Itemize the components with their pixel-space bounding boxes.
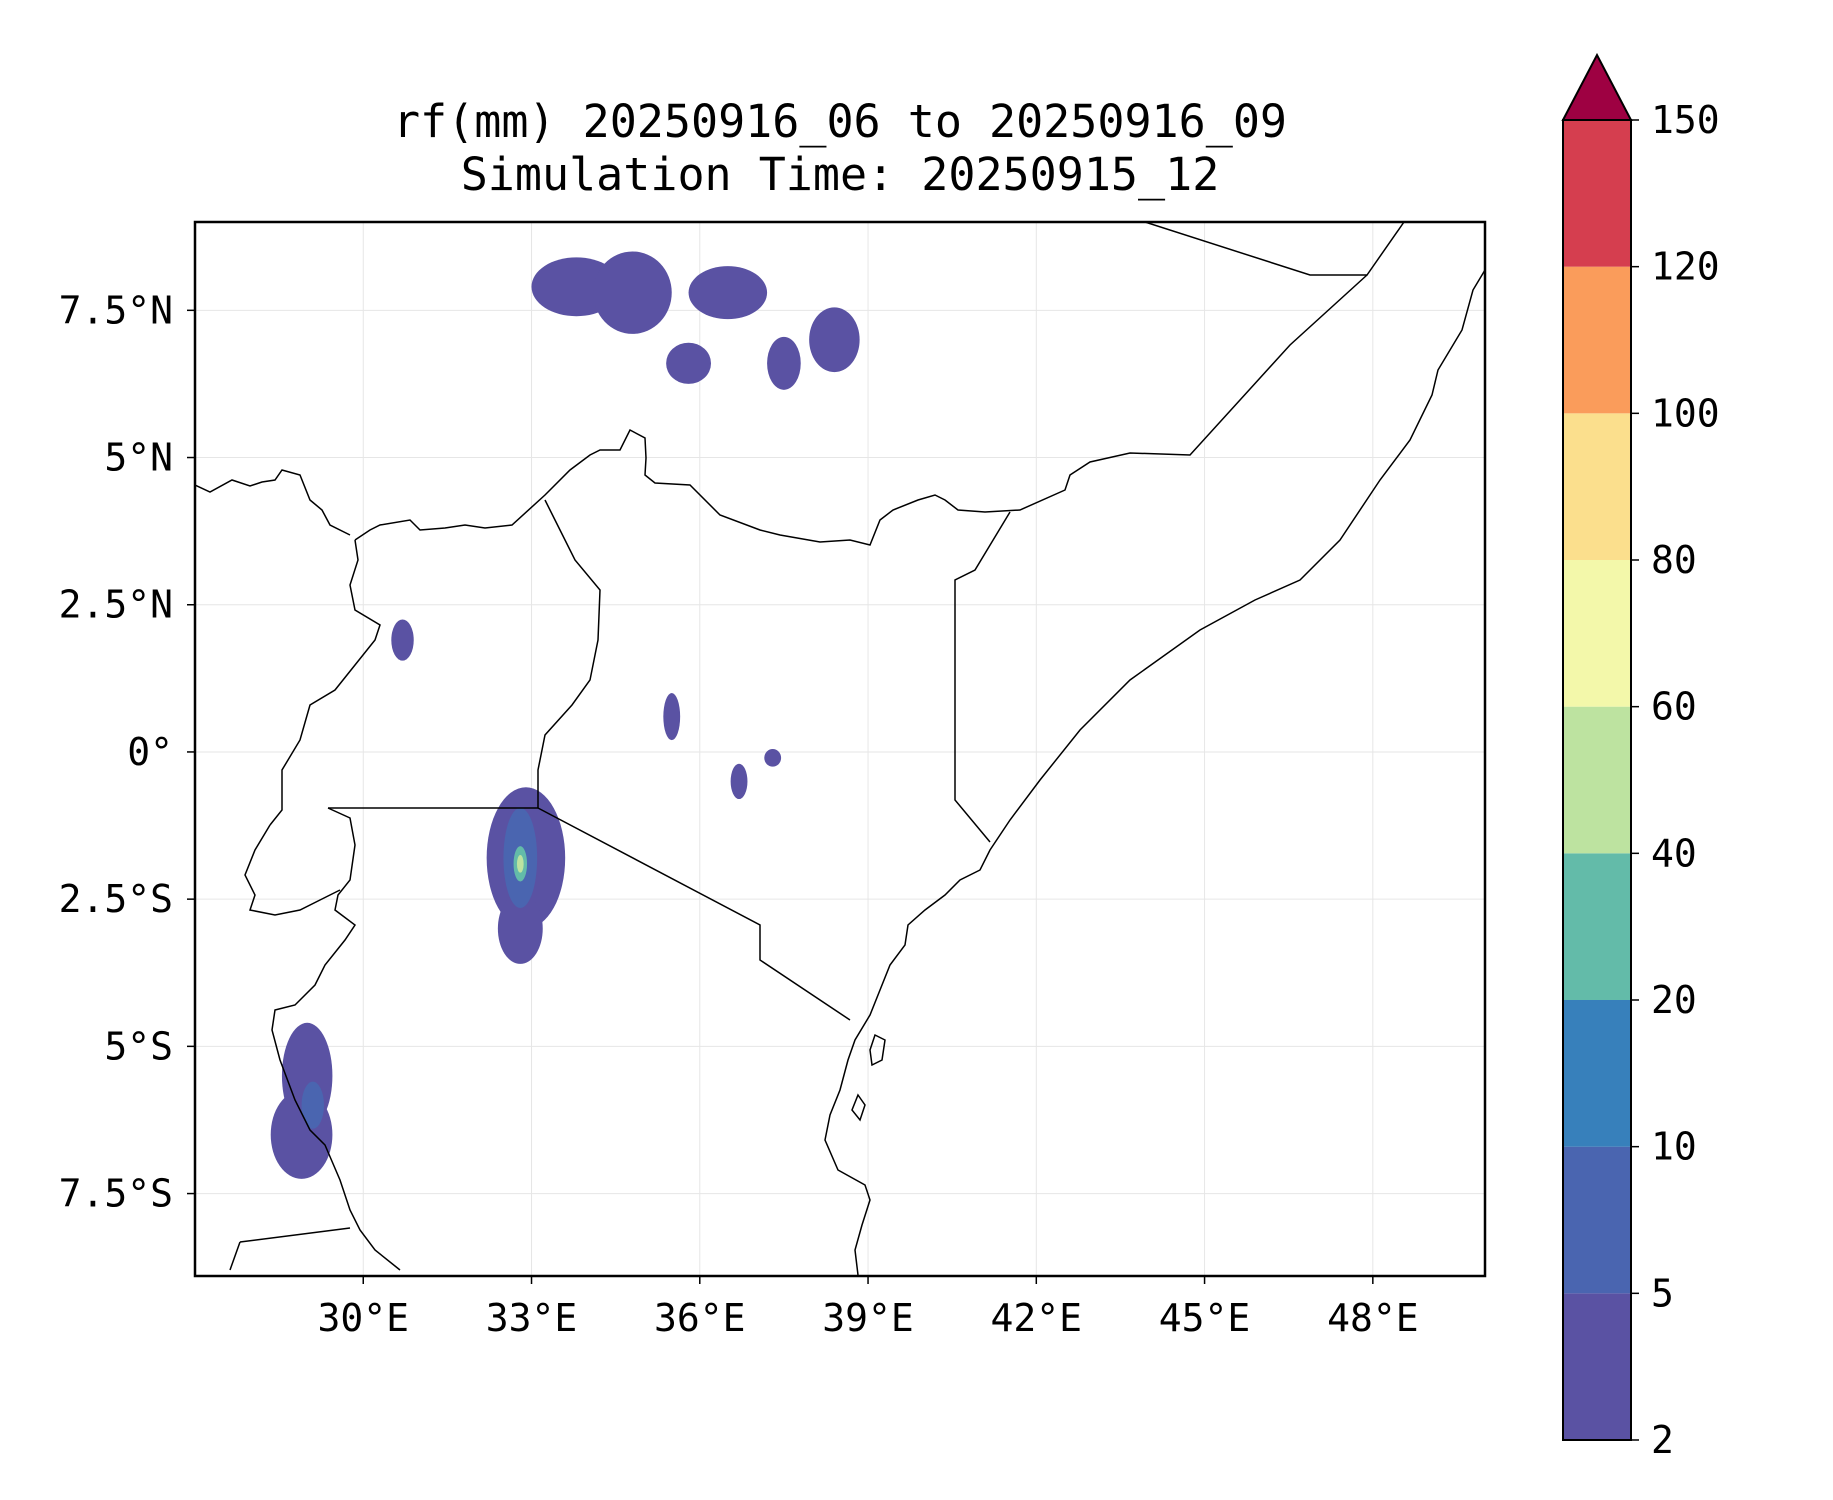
lat-tick-label: 5°N bbox=[104, 436, 173, 480]
coastline bbox=[824, 269, 1485, 1276]
colorbar-segment bbox=[1563, 706, 1631, 854]
colorbar-segment bbox=[1563, 1000, 1631, 1147]
kenya-uganda-border bbox=[537, 499, 601, 808]
rain-area bbox=[497, 893, 543, 964]
zambia-border-south bbox=[229, 1241, 241, 1271]
rain-area bbox=[688, 266, 768, 320]
map-title-line1: rf(mm) 20250916_06 to 20250916_09 bbox=[392, 95, 1288, 148]
somalia-ethiopia-kenya-border bbox=[1144, 222, 1405, 276]
colorbar-segment bbox=[1563, 120, 1631, 267]
colorbar-tick-label: 100 bbox=[1651, 391, 1720, 435]
colorbar-segment bbox=[1563, 413, 1631, 560]
kenya-somalia-border bbox=[954, 511, 1011, 843]
axis-ticks: 30°E 33°E 36°E 39°E 42°E 45°E 48°E 7.5°N 5°N 2.5°… bbox=[59, 288, 1419, 1340]
congo-border-west bbox=[195, 469, 351, 536]
map-frame bbox=[193, 220, 1487, 1278]
rain-area bbox=[764, 749, 782, 767]
colorbar-segment bbox=[1563, 853, 1631, 1000]
rain-area bbox=[663, 693, 681, 741]
rainfall-contours bbox=[270, 251, 860, 1179]
rain-area bbox=[301, 1081, 325, 1129]
zanzibar-island bbox=[869, 1033, 886, 1067]
ethiopia-somalia-border bbox=[354, 274, 1368, 546]
lon-tick-label: 45°E bbox=[1159, 1296, 1251, 1340]
lon-tick-label: 48°E bbox=[1327, 1296, 1419, 1340]
rain-area bbox=[516, 854, 524, 873]
lon-tick-label: 30°E bbox=[318, 1296, 410, 1340]
tanzania-zambia-border bbox=[239, 1227, 351, 1243]
colorbar-tick-label: 20 bbox=[1651, 978, 1697, 1022]
mafia-island bbox=[851, 1093, 866, 1122]
colorbar-tick-label: 60 bbox=[1651, 685, 1697, 729]
colorbar-frame bbox=[1562, 119, 1632, 1441]
colorbar-tick-label: 2 bbox=[1651, 1418, 1674, 1462]
colorbar-segment bbox=[1563, 1146, 1631, 1294]
rain-area bbox=[767, 336, 801, 390]
colorbar-tick-label: 5 bbox=[1651, 1271, 1674, 1315]
lat-tick-label: 7.5°S bbox=[59, 1172, 173, 1216]
lat-tick-label: 2.5°S bbox=[59, 877, 173, 921]
colorbar-tick-label: 40 bbox=[1651, 831, 1697, 875]
colorbar-tick-label: 10 bbox=[1651, 1125, 1697, 1169]
kenya-tanzania-border bbox=[537, 807, 851, 1021]
lat-tick-label: 5°S bbox=[104, 1024, 173, 1068]
colorbar-tick-label: 150 bbox=[1651, 98, 1720, 142]
colorbar-tick-label: 80 bbox=[1651, 538, 1697, 582]
country-borders bbox=[195, 222, 1485, 1276]
lat-tick-label: 2.5°N bbox=[59, 583, 173, 627]
lat-tick-label: 0° bbox=[127, 730, 173, 774]
rain-area bbox=[730, 763, 748, 800]
colorbar-extend-arrow bbox=[1561, 52, 1633, 121]
colorbar-segment bbox=[1563, 560, 1631, 707]
lon-tick-label: 39°E bbox=[822, 1296, 914, 1340]
lon-tick-label: 42°E bbox=[991, 1296, 1083, 1340]
uganda-congo-border bbox=[269, 539, 381, 826]
rwanda-border bbox=[244, 824, 341, 916]
colorbar-tick-label: 120 bbox=[1651, 245, 1720, 289]
rain-area bbox=[391, 619, 414, 661]
colorbar: 2 5 10 20 40 60 80 100 120 150 bbox=[1561, 52, 1720, 1462]
lon-tick-label: 36°E bbox=[654, 1296, 746, 1340]
rain-area bbox=[593, 251, 672, 334]
rwanda-burundi-border bbox=[271, 807, 401, 1271]
lon-tick-label: 33°E bbox=[486, 1296, 578, 1340]
rain-area bbox=[809, 307, 860, 373]
gridlines bbox=[195, 222, 1485, 1276]
rain-area bbox=[666, 342, 712, 384]
colorbar-segment bbox=[1563, 1293, 1631, 1440]
colorbar-segment bbox=[1563, 266, 1631, 414]
map-title-line2: Simulation Time: 20250915_12 bbox=[460, 148, 1220, 201]
lat-tick-label: 7.5°N bbox=[59, 288, 173, 332]
